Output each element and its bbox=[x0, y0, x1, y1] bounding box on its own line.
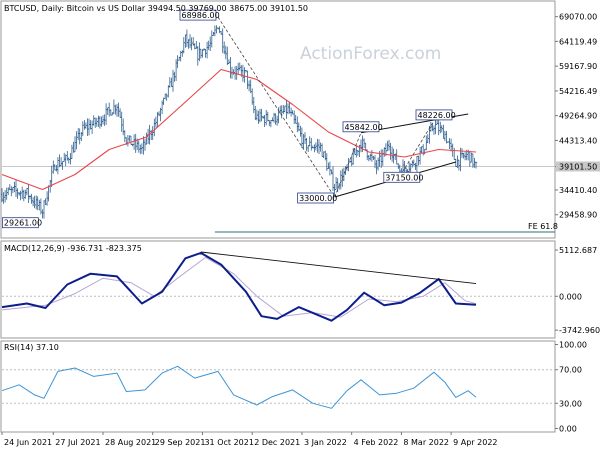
wave-dashed-line bbox=[334, 132, 362, 198]
x-tick-label: 24 Jun 2021 bbox=[4, 438, 52, 447]
x-tick-label: 27 Jul 2021 bbox=[55, 438, 100, 447]
rsi-y-tick-label: 70.00 bbox=[559, 366, 582, 375]
rsi-panel-frame bbox=[0, 340, 556, 433]
x-tick-label: 29 Sep 2021 bbox=[155, 438, 206, 447]
price-panel-title: BTCUSD, Daily: Bitcoin vs US Dollar 3949… bbox=[4, 4, 308, 13]
x-tick-label: 8 Mar 2022 bbox=[403, 438, 449, 447]
price-y-tick-label: 49264.90 bbox=[559, 112, 597, 121]
macd-line bbox=[1, 251, 477, 322]
price-annotation-label: 45842.00 bbox=[345, 123, 383, 132]
price-annotation-box bbox=[2, 217, 39, 229]
x-tick-label: 4 Feb 2022 bbox=[354, 438, 399, 447]
price-annotation-label: 33000.00 bbox=[299, 194, 337, 203]
rsi-y-tick-label: 0.00 bbox=[559, 424, 577, 433]
macd-panel-frame bbox=[0, 240, 556, 339]
price-y-tick-label: 64119.49 bbox=[559, 37, 597, 46]
macd-y-tick-label: 0.000 bbox=[559, 292, 582, 301]
price-annotation-label: 48226.00 bbox=[418, 111, 456, 120]
x-tick-label: 9 Apr 2022 bbox=[453, 438, 497, 447]
price-annotation-box bbox=[297, 192, 335, 204]
price-y-tick-label: 44313.40 bbox=[559, 136, 597, 145]
price-y-tick-label: 69070.00 bbox=[559, 13, 597, 22]
macd-panel-title: MACD(12,26,9) -936.731 -823.375 bbox=[4, 244, 142, 253]
price-panel-frame bbox=[0, 0, 556, 239]
price-y-tick-label: 54216.49 bbox=[559, 87, 597, 96]
watermark: ActionForex.com bbox=[300, 44, 441, 64]
price-annotation-box bbox=[179, 9, 217, 21]
price-y-tick-label: 29458.90 bbox=[559, 211, 597, 220]
fe-label: FE 61.8 bbox=[528, 222, 558, 231]
rsi-panel-title: RSI(14) 37.10 bbox=[4, 343, 59, 352]
x-tick-label: 3 Jan 2022 bbox=[304, 438, 347, 447]
price-annotation-box bbox=[383, 171, 421, 183]
price-y-tick-label: 34410.40 bbox=[559, 186, 597, 195]
last-price-label: 39101.50 bbox=[559, 162, 597, 171]
price-layer: 68986.00 29261.00 45842.00 48226.00 33000.00… bbox=[0, 9, 558, 233]
macd-trendline bbox=[200, 251, 477, 285]
macd-signal-line bbox=[1, 256, 477, 318]
price-annotation-label: 37150.00 bbox=[385, 173, 423, 182]
price-annotation-label: 29261.00 bbox=[4, 219, 42, 228]
macd-layer bbox=[1, 251, 477, 322]
grid-lines bbox=[2, 165, 555, 404]
x-tick-label: 28 Aug 2021 bbox=[105, 438, 156, 447]
x-tick-label: 31 Oct 2021 bbox=[204, 438, 253, 447]
last-price-box bbox=[556, 161, 600, 172]
wave-dashed-line bbox=[399, 120, 435, 177]
rsi-layer bbox=[1, 365, 477, 409]
wave-dashed-line bbox=[217, 16, 335, 198]
price-annotation-box bbox=[415, 109, 453, 121]
rsi-y-tick-label: 100.00 bbox=[559, 341, 587, 350]
rsi-y-tick-label: 30.00 bbox=[559, 399, 582, 408]
price-y-tick-label: 59167.90 bbox=[559, 62, 597, 71]
moving-average-line bbox=[1, 68, 477, 191]
price-annotation-box bbox=[342, 121, 380, 133]
macd-y-tick-label: 5112.687 bbox=[559, 246, 597, 255]
price-annotation-label: 68986.00 bbox=[182, 11, 220, 20]
macd-y-tick-label: -3742.960 bbox=[559, 326, 600, 335]
rsi-line bbox=[1, 365, 477, 409]
x-tick-label: 2 Dec 2021 bbox=[254, 438, 300, 447]
